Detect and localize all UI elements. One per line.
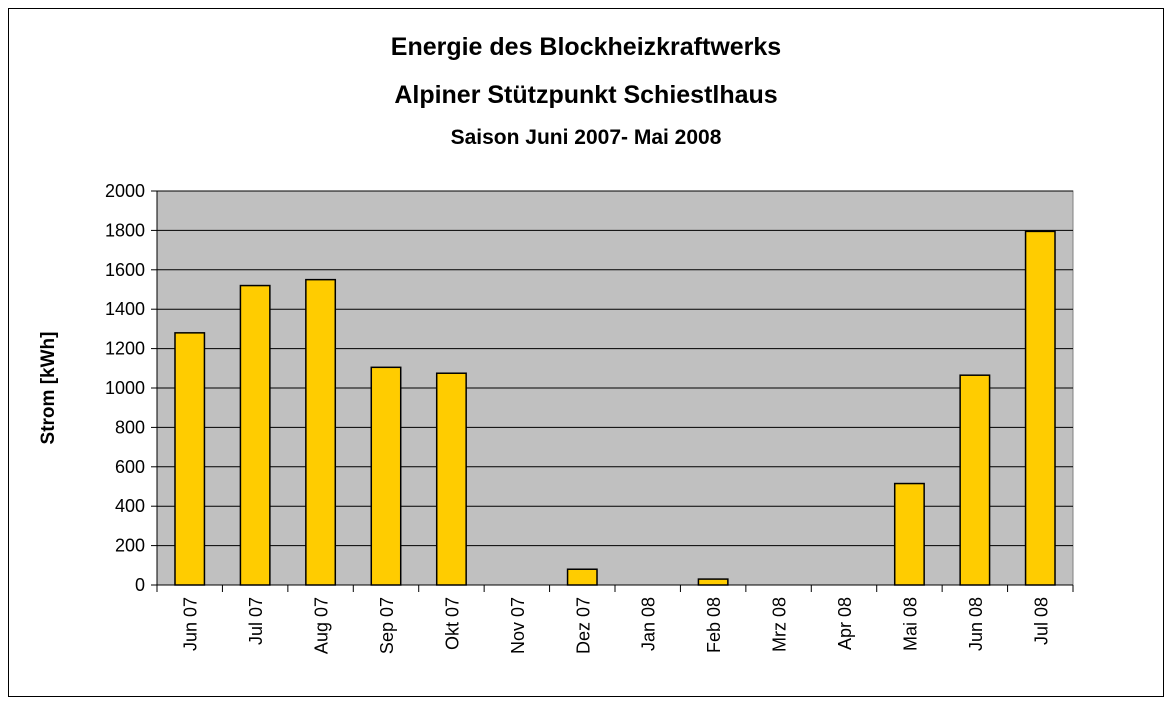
y-axis-label: Strom [kWh] (38, 332, 59, 445)
x-tick-label: Okt 07 (442, 597, 462, 650)
x-tick-label: Jun 08 (966, 597, 986, 651)
y-tick-label: 200 (115, 536, 145, 556)
y-tick-label: 1200 (105, 339, 145, 359)
x-tick-label: Jul 07 (246, 597, 266, 645)
x-tick-label: Sep 07 (377, 597, 397, 654)
bar (305, 278, 337, 586)
bar (959, 374, 991, 586)
x-tick-label: Apr 08 (835, 597, 855, 650)
chart-subtitle: Saison Juni 2007- Mai 2008 (451, 126, 722, 149)
x-tick-label: Mrz 08 (770, 597, 790, 652)
chart-title: Alpiner Stützpunkt Schiestlhaus (394, 81, 777, 109)
y-tick-label: 600 (115, 457, 145, 477)
x-tick-label: Jan 08 (639, 597, 659, 651)
x-tick-label: Feb 08 (704, 597, 724, 653)
y-tick-label: 400 (115, 496, 145, 516)
bar (370, 366, 402, 586)
y-tick-label: 1400 (105, 299, 145, 319)
x-tick-label: Nov 07 (508, 597, 528, 654)
y-tick-label: 1600 (105, 260, 145, 280)
y-tick-label: 2000 (105, 181, 145, 201)
x-tick-label: Mai 08 (900, 597, 920, 651)
bar (435, 372, 467, 586)
y-tick-label: 1000 (105, 378, 145, 398)
y-tick-label: 1800 (105, 220, 145, 240)
x-tick-label: Dez 07 (573, 597, 593, 654)
bar (174, 332, 206, 586)
chart-title: Energie des Blockheizkraftwerks (391, 33, 781, 61)
bar (239, 284, 271, 586)
y-tick-label: 800 (115, 417, 145, 437)
x-tick-label: Jun 07 (181, 597, 201, 651)
bar (697, 578, 729, 586)
bar (566, 568, 598, 586)
bar (893, 482, 925, 586)
x-tick-label: Jul 08 (1031, 597, 1051, 645)
y-tick-label: 0 (135, 575, 145, 595)
bar (1024, 230, 1056, 586)
x-tick-label: Aug 07 (312, 597, 332, 654)
